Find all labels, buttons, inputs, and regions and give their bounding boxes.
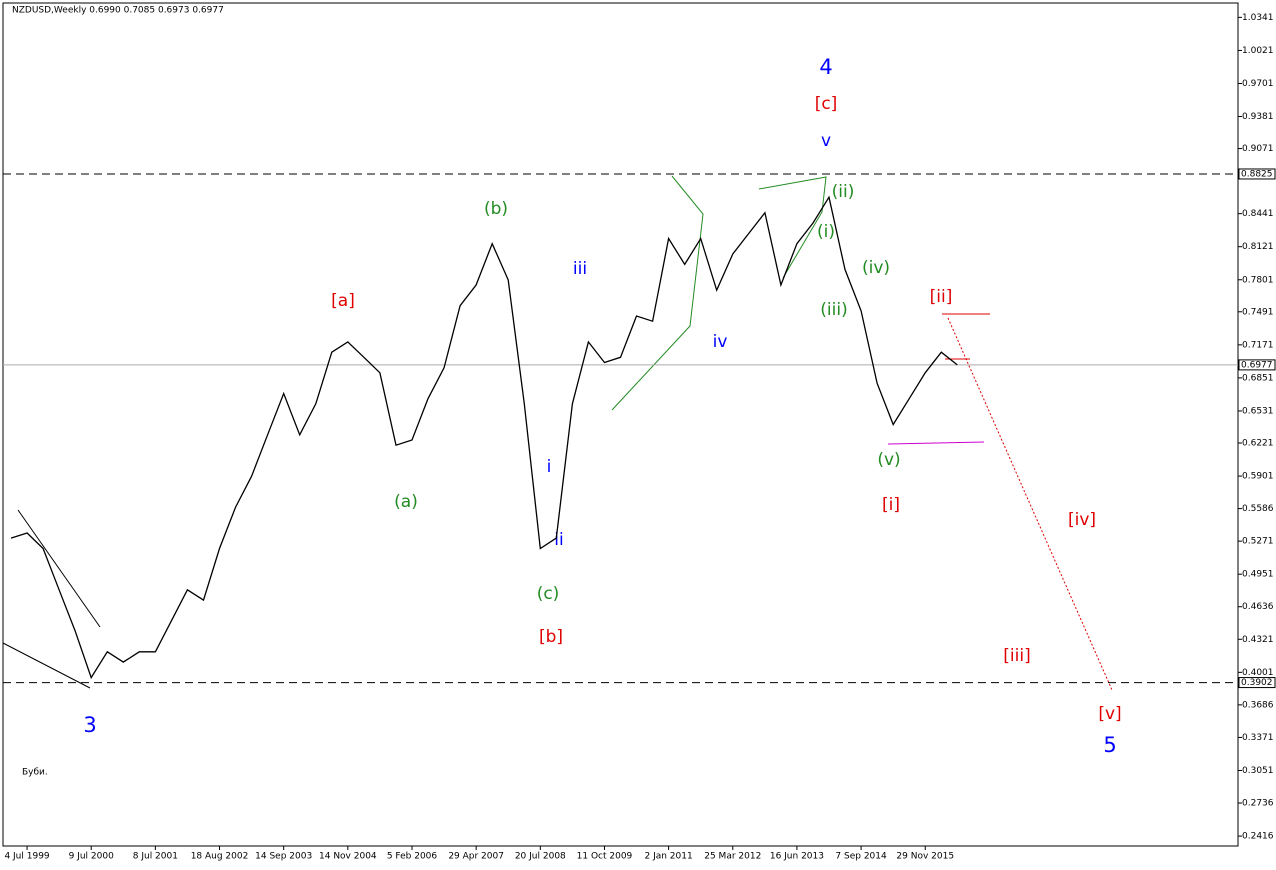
y-tick-label: 0.3051 — [1242, 766, 1274, 776]
x-tick-label: 16 Jun 2013 — [770, 852, 824, 862]
trend-line — [2, 642, 91, 689]
wave-label: [a] — [331, 291, 355, 311]
x-tick-label: 29 Apr 2007 — [448, 852, 504, 862]
y-tick-label: 0.6531 — [1242, 406, 1274, 416]
y-tick-label: 0.9701 — [1242, 79, 1274, 89]
wave-label: (v) — [877, 450, 900, 470]
x-tick-label: 25 Mar 2012 — [704, 852, 761, 862]
x-tick-label: 14 Nov 2004 — [319, 852, 377, 862]
x-tick-label: 18 Aug 2002 — [191, 852, 249, 862]
y-tick-label: 0.7171 — [1242, 340, 1274, 350]
wave-label: (i) — [817, 222, 835, 242]
wave-label: [ii] — [930, 287, 953, 307]
y-tick-label: 0.8121 — [1242, 242, 1274, 252]
x-tick-label: 9 Jul 2000 — [69, 852, 114, 862]
y-tick-label: 0.2416 — [1242, 832, 1274, 842]
y-tick-label: 1.0341 — [1242, 13, 1274, 23]
reference-label-box — [1238, 168, 1276, 180]
wave-label: iv — [713, 332, 728, 352]
wave-label: (iii) — [820, 300, 847, 320]
wave-label: i — [547, 457, 552, 477]
wave-label: (b) — [484, 199, 508, 219]
y-tick-label: 1.0021 — [1242, 46, 1274, 56]
wave-label: (iv) — [862, 258, 890, 278]
x-tick-label: 2 Jan 2011 — [644, 852, 692, 862]
wave-label: [iv] — [1068, 510, 1096, 530]
wave-label: (ii) — [832, 182, 855, 202]
price-line — [10, 195, 958, 680]
x-tick-label: 4 Jul 1999 — [4, 852, 49, 862]
wave-label: 5 — [1103, 733, 1116, 757]
wave-label: [v] — [1098, 704, 1121, 724]
wave-label: (a) — [394, 492, 418, 512]
wave-label: (c) — [537, 584, 560, 604]
y-tick-label: 0.5586 — [1242, 504, 1274, 514]
y-tick-label: 0.4951 — [1242, 570, 1274, 580]
y-tick-label: 0.7491 — [1242, 307, 1274, 317]
reference-label-box — [1238, 677, 1276, 689]
reference-label: 0.6977 — [1241, 360, 1273, 370]
wave-label: 4 — [819, 55, 832, 79]
wave-label: 3 — [83, 713, 96, 737]
wave-label: [iii] — [1003, 646, 1030, 666]
x-tick-label: 29 Nov 2015 — [896, 852, 954, 862]
wave-label: [i] — [882, 495, 900, 515]
wave-label: v — [821, 131, 831, 151]
reference-label-box — [1238, 359, 1276, 371]
trend-line — [887, 441, 985, 445]
x-tick-label: 5 Feb 2006 — [387, 852, 438, 862]
wave-label: iii — [573, 259, 587, 279]
trend-line — [611, 175, 704, 411]
y-tick-label: 0.3371 — [1242, 733, 1274, 743]
y-tick-label: 0.6221 — [1242, 438, 1274, 448]
wave-label: [c] — [815, 94, 838, 114]
y-tick-label: 0.4321 — [1242, 635, 1274, 645]
y-tick-label: 0.5271 — [1242, 537, 1274, 547]
x-tick-label: 8 Jul 2001 — [133, 852, 178, 862]
chart-title: NZDUSD,Weekly 0.6990 0.7085 0.6973 0.697… — [12, 6, 224, 16]
reference-label: 0.3902 — [1241, 678, 1273, 688]
wave-label: [b] — [539, 627, 563, 647]
x-tick-label: 7 Sep 2014 — [835, 852, 887, 862]
wave-label: ii — [554, 530, 563, 550]
y-tick-label: 0.2736 — [1242, 799, 1274, 809]
y-tick-label: 0.6851 — [1242, 373, 1274, 383]
trend-line — [17, 509, 101, 628]
reference-label: 0.8825 — [1241, 169, 1273, 179]
y-tick-label: 0.4636 — [1242, 602, 1274, 612]
x-tick-label: 20 Jul 2008 — [515, 852, 566, 862]
note: Буби. — [22, 768, 48, 778]
y-tick-label: 0.3686 — [1242, 700, 1274, 710]
y-tick-label: 0.9381 — [1242, 112, 1274, 122]
y-tick-label: 0.4001 — [1242, 668, 1274, 678]
y-tick-label: 0.8441 — [1242, 209, 1274, 219]
y-tick-label: 0.9071 — [1242, 144, 1274, 154]
y-tick-label: 0.7801 — [1242, 275, 1274, 285]
trend-line — [758, 176, 827, 279]
x-tick-label: 11 Oct 2009 — [577, 852, 633, 862]
x-tick-label: 14 Sep 2003 — [255, 852, 312, 862]
y-tick-label: 0.5901 — [1242, 472, 1274, 482]
plot-frame — [2, 2, 1239, 847]
